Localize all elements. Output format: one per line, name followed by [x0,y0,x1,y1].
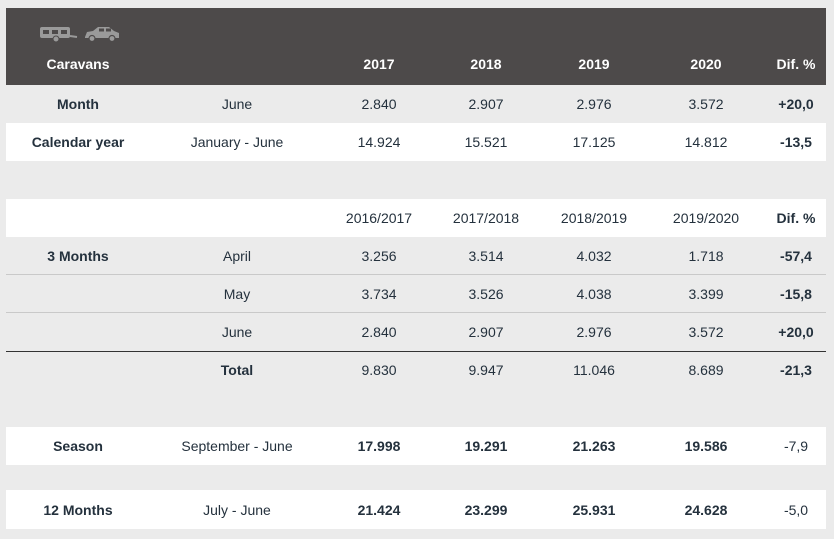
row-diff: +20,0 [778,324,814,340]
row-value: 2.840 [361,96,397,112]
row-value: 3.514 [468,247,504,264]
row-value: 19.291 [464,438,508,454]
row-value: 2.976 [576,96,612,112]
season-year-3: 2018/2019 [560,210,628,226]
header-caravans-label: Caravans [46,56,110,72]
season-year-1: 2016/2017 [345,210,413,226]
row-period: June [221,96,253,112]
header-diff-label: Dif. % [776,56,816,72]
header-year-1: 2017 [363,56,395,72]
row-period: January - June [190,134,284,150]
row-value: 2.840 [361,324,397,340]
table-header: Caravans 2017 2018 2019 2020 Dif. % [6,8,826,85]
row-value: 1.718 [688,247,724,264]
header-year-3: 2019 [578,56,610,72]
row-value: 14.924 [357,134,401,150]
season-year-4: 2019/2020 [672,210,740,226]
row-diff: -15,8 [780,285,812,302]
table-row: 3 Months April 3.256 3.514 4.032 1.718 -… [6,237,826,275]
row-value: 3.572 [688,96,724,112]
season-years-header: 2016/2017 2017/2018 2018/2019 2019/2020 … [6,199,826,237]
row-period: July - June [203,501,271,518]
row-value: 24.628 [684,501,728,518]
row-diff: -57,4 [780,247,812,264]
season-diff-label: Dif. % [776,210,816,226]
row-value: 21.263 [572,438,616,454]
row-value: 14.812 [684,134,728,150]
table-row: 12 Months July - June 21.424 23.299 25.9… [6,490,826,529]
row-value: 3.734 [361,285,397,302]
row-value: 11.046 [573,362,615,378]
row-value: 4.032 [576,247,612,264]
row-value: 8.689 [688,362,724,378]
row-value: 9.830 [361,362,397,378]
row-value: 25.931 [572,501,616,518]
caravan-icon [40,27,78,43]
vehicle-icons [39,25,121,43]
row-value: 9.947 [468,362,504,378]
table-row: Calendar year January - June 14.924 15.5… [6,123,826,161]
row-label: Season [53,438,103,454]
row-label: Month [57,96,99,112]
row-value: 17.125 [572,134,616,150]
row-label: 12 Months [43,501,113,518]
row-value: 17.998 [357,438,401,454]
row-value: 15.521 [464,134,508,150]
row-diff: -21,3 [780,362,812,378]
row-diff: -7,9 [783,438,809,454]
row-period: May [223,285,251,302]
row-value: 3.256 [361,247,397,264]
row-value: 3.399 [688,285,724,302]
row-value: 23.299 [464,501,508,518]
row-value: 21.424 [357,501,401,518]
row-diff: -13,5 [780,134,812,150]
row-value: 3.526 [468,285,504,302]
table-row: June 2.840 2.907 2.976 3.572 +20,0 [6,313,826,352]
row-value: 2.976 [576,324,612,340]
row-value: 2.907 [468,324,504,340]
car-icon [85,27,119,43]
table-row: May 3.734 3.526 4.038 3.399 -15,8 [6,275,826,313]
row-diff: +20,0 [778,96,814,112]
row-period: April [222,247,252,264]
row-label: Calendar year [31,134,125,150]
row-value: 4.038 [576,285,612,302]
row-value: 3.572 [688,324,724,340]
row-diff: -5,0 [783,501,809,518]
row-value: 2.907 [468,96,504,112]
table-row: Season September - June 17.998 19.291 21… [6,427,826,465]
total-label: Total [220,362,254,378]
total-row: Total 9.830 9.947 11.046 8.689 -21,3 [6,352,826,388]
row-value: 19.586 [684,438,728,454]
row-label: 3 Months [47,247,109,264]
header-year-2: 2018 [470,56,502,72]
row-period: September - June [181,438,293,454]
season-year-2: 2017/2018 [452,210,520,226]
header-year-4: 2020 [690,56,722,72]
row-period: June [221,324,253,340]
table-row: Month June 2.840 2.907 2.976 3.572 +20,0 [6,85,826,123]
